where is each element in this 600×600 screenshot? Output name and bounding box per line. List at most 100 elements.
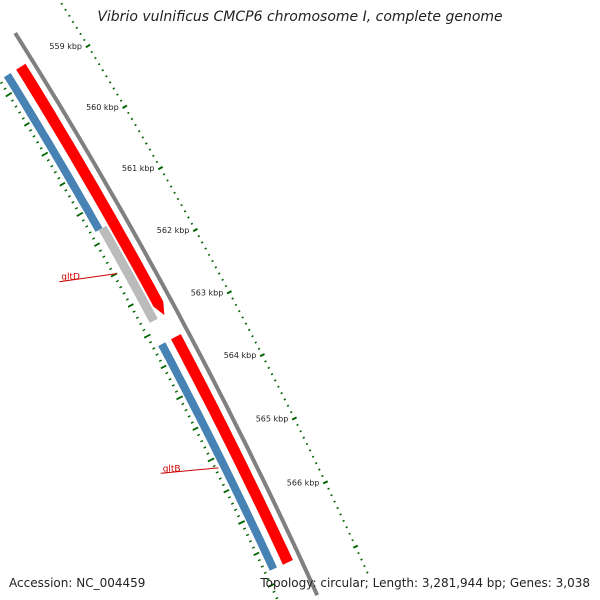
outer-tick xyxy=(148,340,153,344)
minor-tick xyxy=(137,130,141,133)
outer-tick xyxy=(158,359,162,363)
minor-tick xyxy=(296,423,299,427)
outer-tick xyxy=(3,87,7,91)
tick-label: 563 kbp xyxy=(191,288,224,297)
minor-tick xyxy=(360,558,363,561)
minor-tick xyxy=(60,2,64,5)
minor-tick xyxy=(305,442,309,446)
minor-tick xyxy=(155,160,159,164)
minor-tick xyxy=(166,179,169,182)
outer-tick xyxy=(57,176,61,180)
minor-tick xyxy=(82,38,86,42)
major-tick xyxy=(157,166,164,171)
minor-tick xyxy=(283,398,287,401)
tick-label: 566 kbp xyxy=(287,478,320,487)
minor-tick xyxy=(308,449,312,452)
minor-tick xyxy=(330,494,333,497)
tick-label: 561 kbp xyxy=(122,164,155,173)
outer-tick xyxy=(36,140,40,144)
minor-tick xyxy=(277,385,280,388)
outer-tick xyxy=(122,291,126,295)
outer-tick xyxy=(165,371,169,375)
minor-tick xyxy=(214,266,218,269)
genome-summary-text: Topology: circular; Length: 3,281,944 bp… xyxy=(260,576,590,590)
outer-tick xyxy=(203,446,207,449)
minor-tick xyxy=(108,81,112,84)
minor-tick xyxy=(286,404,290,408)
minor-tick xyxy=(183,210,187,213)
outer-tick xyxy=(251,546,256,549)
outer-tick xyxy=(46,158,50,162)
outer-tick xyxy=(218,477,222,480)
minor-tick xyxy=(348,532,351,535)
outer-tick xyxy=(53,170,57,174)
outer-tick xyxy=(227,496,232,499)
outer-tick xyxy=(71,200,75,204)
major-tick xyxy=(291,416,298,421)
outer-tick xyxy=(187,415,191,418)
minor-tick xyxy=(363,564,366,568)
minor-tick xyxy=(176,197,180,201)
outer-tick xyxy=(155,353,159,356)
outer-tick xyxy=(125,298,129,301)
outer-tick xyxy=(266,577,270,581)
minor-tick xyxy=(339,513,342,516)
outer-tick xyxy=(18,111,22,114)
tick-label: 562 kbp xyxy=(157,226,190,235)
minor-tick xyxy=(71,20,75,24)
minor-tick xyxy=(134,123,137,127)
minor-tick xyxy=(333,500,336,503)
major-tick xyxy=(122,104,128,109)
minor-tick xyxy=(247,328,251,332)
minor-tick xyxy=(173,191,176,194)
outer-tick xyxy=(64,188,68,192)
outer-tick xyxy=(257,558,261,562)
outer-tick xyxy=(88,231,92,234)
major-tick xyxy=(192,227,199,233)
outer-tick xyxy=(206,452,210,455)
outer-tick xyxy=(98,249,103,253)
outer-tick xyxy=(39,146,43,150)
outer-tick xyxy=(248,540,253,543)
outer-tick xyxy=(233,508,238,512)
outer-tick xyxy=(74,206,78,210)
minor-tick xyxy=(217,272,221,275)
outer-tick xyxy=(275,596,279,600)
gene-label-connector xyxy=(160,467,219,474)
outer-tick xyxy=(10,99,14,102)
minor-tick xyxy=(200,241,204,244)
minor-tick xyxy=(221,278,224,281)
minor-tick xyxy=(119,99,123,102)
minor-tick xyxy=(112,87,116,90)
major-tick xyxy=(226,290,232,295)
outer-tick xyxy=(168,377,172,381)
outer-tick xyxy=(176,395,184,401)
outer-tick xyxy=(92,237,96,240)
outer-tick xyxy=(50,164,54,168)
major-tick xyxy=(259,353,265,358)
minor-tick xyxy=(270,372,274,376)
outer-tick xyxy=(5,92,13,98)
minor-tick xyxy=(141,136,144,139)
outer-tick xyxy=(221,483,225,487)
outer-tick xyxy=(200,439,204,443)
outer-tick xyxy=(23,122,30,127)
outer-tick xyxy=(139,322,143,326)
feature-band xyxy=(98,225,158,323)
minor-tick xyxy=(130,117,134,121)
minor-tick xyxy=(180,203,183,207)
minor-tick xyxy=(101,69,105,72)
outer-tick xyxy=(181,402,185,406)
forward-strand-gene xyxy=(3,73,103,232)
major-tick xyxy=(352,544,359,549)
outer-tick xyxy=(143,333,151,339)
minor-tick xyxy=(169,185,173,188)
outer-tick xyxy=(174,390,179,393)
minor-tick xyxy=(321,474,324,478)
minor-tick xyxy=(234,303,238,307)
minor-tick xyxy=(302,436,306,439)
outer-tick xyxy=(127,303,134,308)
minor-tick xyxy=(127,111,130,115)
minor-tick xyxy=(238,309,241,313)
